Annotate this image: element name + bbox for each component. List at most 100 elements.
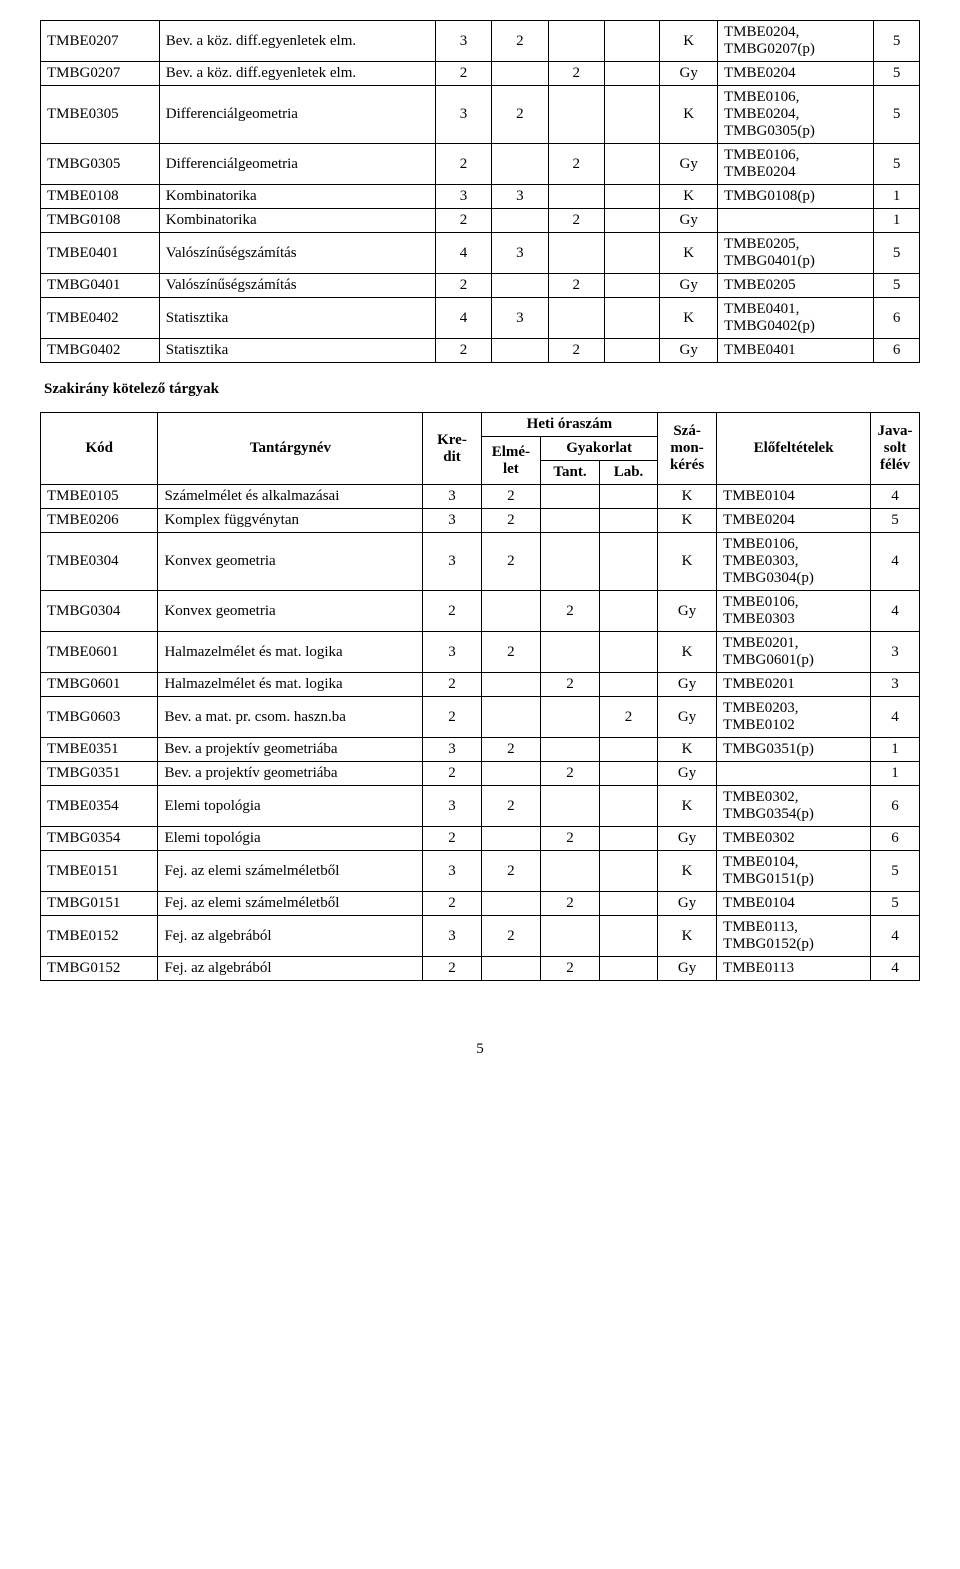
cell: 2 (541, 591, 600, 632)
cell (541, 533, 600, 591)
cell (604, 339, 660, 363)
cell: Valószínűségszámítás (159, 274, 435, 298)
cell: 3 (435, 185, 491, 209)
cell: TMBE0104 (717, 892, 871, 916)
cell: Fej. az algebrából (158, 916, 423, 957)
cell (541, 697, 600, 738)
cell (604, 298, 660, 339)
cell: 2 (548, 209, 604, 233)
cell: TMBE0113 (717, 957, 871, 981)
cell: Halmazelmélet és mat. logika (158, 632, 423, 673)
cell: Differenciálgeometria (159, 144, 435, 185)
cell: Fej. az elemi számelméletből (158, 892, 423, 916)
cell: Bev. a mat. pr. csom. haszn.ba (158, 697, 423, 738)
cell: TMBG0351 (41, 762, 158, 786)
cell: TMBE0106, TMBE0303, TMBG0304(p) (717, 533, 871, 591)
cell: Gy (658, 697, 717, 738)
cell (599, 827, 657, 851)
cell (599, 632, 657, 673)
cell: Gy (660, 274, 718, 298)
cell: Elemi topológia (158, 827, 423, 851)
cell (492, 209, 548, 233)
cell: K (658, 786, 717, 827)
cell: 5 (871, 509, 920, 533)
cell (541, 485, 600, 509)
header-gyakorlat: Gyakorlat (541, 437, 658, 461)
cell: Statisztika (159, 298, 435, 339)
cell (481, 827, 541, 851)
cell (718, 209, 874, 233)
cell: 5 (874, 274, 920, 298)
cell: Komplex függvénytan (158, 509, 423, 533)
cell: TMBE0204 (717, 509, 871, 533)
cell: 2 (423, 697, 481, 738)
cell: Gy (658, 957, 717, 981)
table-row: TMBE0351Bev. a projektív geometriába32KT… (41, 738, 920, 762)
cell: TMBE0204, TMBG0207(p) (718, 21, 874, 62)
cell: 2 (481, 509, 541, 533)
table-row: TMBG0401Valószínűségszámítás22GyTMBE0205… (41, 274, 920, 298)
cell (481, 591, 541, 632)
cell (492, 274, 548, 298)
cell: 4 (871, 533, 920, 591)
cell: TMBE0104 (717, 485, 871, 509)
cell: TMBE0201 (717, 673, 871, 697)
cell (604, 209, 660, 233)
cell: Kombinatorika (159, 209, 435, 233)
table-row: TMBG0152Fej. az algebrából22GyTMBE01134 (41, 957, 920, 981)
cell: Gy (658, 762, 717, 786)
cell: 4 (871, 957, 920, 981)
cell: TMBE0351 (41, 738, 158, 762)
table-row: TMBG0108Kombinatorika22Gy1 (41, 209, 920, 233)
cell: Gy (658, 827, 717, 851)
cell: 4 (435, 298, 491, 339)
cell: TMBE0108 (41, 185, 160, 209)
cell: 2 (548, 62, 604, 86)
cell: K (660, 86, 718, 144)
cell: Számelmélet és alkalmazásai (158, 485, 423, 509)
cell (541, 738, 600, 762)
cell: Statisztika (159, 339, 435, 363)
cell: 6 (871, 786, 920, 827)
cell: 5 (871, 892, 920, 916)
table-row: TMBG0351Bev. a projektív geometriába22Gy… (41, 762, 920, 786)
cell: TMBG0305 (41, 144, 160, 185)
cell (604, 274, 660, 298)
cell: 3 (492, 185, 548, 209)
cell: TMBG0402 (41, 339, 160, 363)
header-tantargynev: Tantárgynév (158, 413, 423, 485)
cell: TMBE0201, TMBG0601(p) (717, 632, 871, 673)
cell: 3 (423, 851, 481, 892)
cell: 2 (423, 827, 481, 851)
table-row: TMBE0206Komplex függvénytan32KTMBE02045 (41, 509, 920, 533)
cell: TMBG0151 (41, 892, 158, 916)
cell: 2 (423, 673, 481, 697)
cell (599, 957, 657, 981)
cell (599, 533, 657, 591)
cell (548, 185, 604, 209)
cell: 2 (481, 485, 541, 509)
table-row: TMBE0401Valószínűségszámítás43KTMBE0205,… (41, 233, 920, 274)
cell: K (660, 21, 718, 62)
cell (599, 916, 657, 957)
cell: 5 (874, 86, 920, 144)
table-row: TMBE0601Halmazelmélet és mat. logika32KT… (41, 632, 920, 673)
cell (548, 298, 604, 339)
header-elmelet: Elmé-let (481, 437, 541, 485)
cell (599, 851, 657, 892)
table-row: TMBE0152Fej. az algebrából32KTMBE0113, T… (41, 916, 920, 957)
cell (481, 957, 541, 981)
cell: Elemi topológia (158, 786, 423, 827)
cell: Gy (658, 673, 717, 697)
cell: 2 (481, 786, 541, 827)
cell: 3 (423, 786, 481, 827)
cell (604, 62, 660, 86)
cell: 3 (435, 21, 491, 62)
cell: 2 (492, 86, 548, 144)
cell: 5 (874, 144, 920, 185)
table-row: TMBE0207Bev. a köz. diff.egyenletek elm.… (41, 21, 920, 62)
table-row: TMBE0354Elemi topológia32KTMBE0302, TMBG… (41, 786, 920, 827)
header-kod: Kód (41, 413, 158, 485)
cell: 2 (481, 632, 541, 673)
cell (492, 144, 548, 185)
